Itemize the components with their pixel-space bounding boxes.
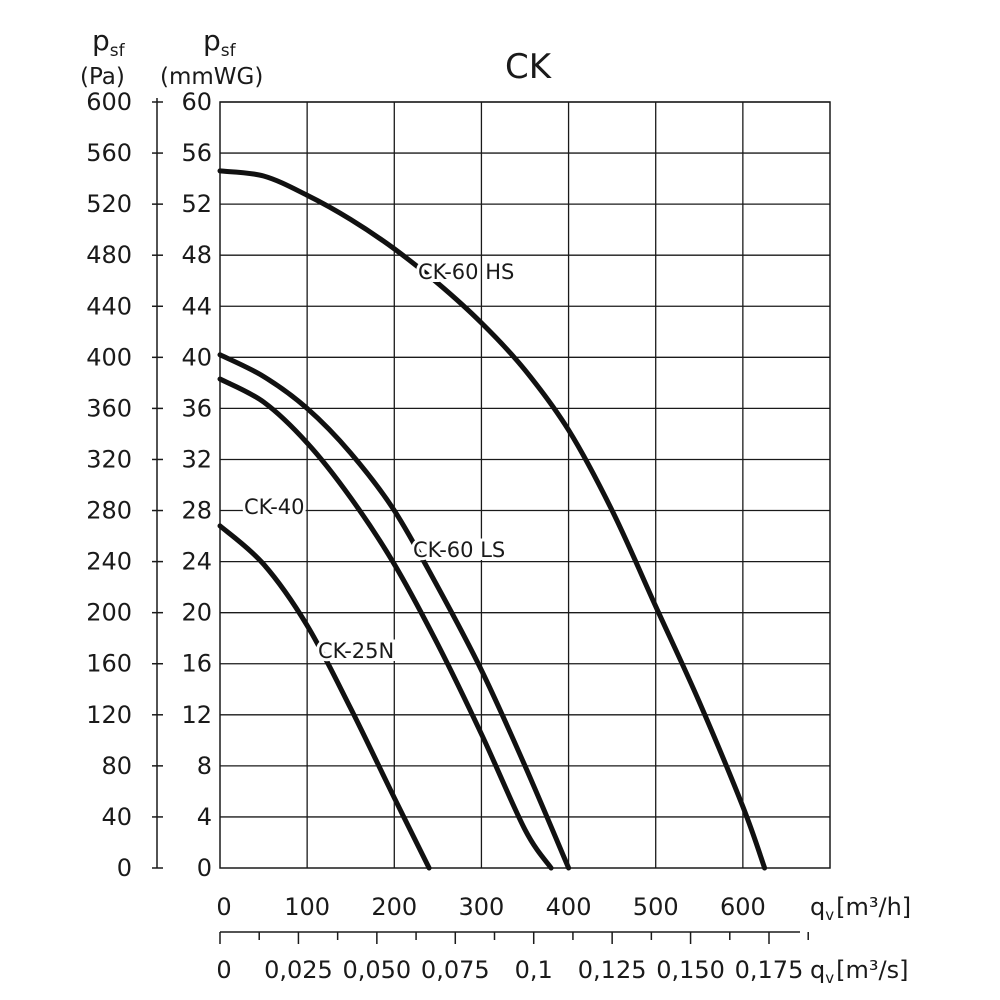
pa-tick-label: 560 [86, 139, 132, 167]
series-ck-60-ls-label: CK-60 LS [413, 538, 505, 562]
m3s-tick-label: 0,125 [578, 956, 647, 984]
m3s-tick-label: 0,075 [421, 956, 490, 984]
axis-titles: psf (Pa) psf (mmWG) CK qv[m³/h] qv[m³/s] [80, 24, 911, 987]
pa-tick-label: 360 [86, 394, 132, 422]
mmwg-tick-label: 28 [181, 497, 212, 525]
m3h-tick-label: 400 [546, 893, 592, 921]
m3s-tick-label: 0,150 [656, 956, 725, 984]
grid [152, 98, 831, 944]
mmwg-tick-label: 24 [181, 548, 212, 576]
series-ck-60-ls-line [217, 352, 572, 871]
pa-axis-unit: (Pa) [80, 64, 125, 90]
mmwg-tick-label: 4 [197, 803, 212, 831]
pa-tick-label: 520 [86, 190, 132, 218]
pa-tick-label: 240 [86, 548, 132, 576]
mmwg-tick-label: 0 [197, 854, 212, 882]
mmwg-tick-label: 56 [181, 139, 212, 167]
mmwg-tick-label: 52 [181, 190, 212, 218]
pa-tick-label: 320 [86, 445, 132, 473]
mmwg-tick-label: 44 [181, 292, 212, 320]
m3s-tick-label: 0,1 [515, 956, 553, 984]
mmwg-tick-label: 20 [181, 599, 212, 627]
series-ck-40-line [217, 376, 554, 871]
pa-tick-label: 40 [101, 803, 132, 831]
pa-tick-label: 80 [101, 752, 132, 780]
mmwg-tick-label: 16 [181, 650, 212, 678]
pa-tick-label: 480 [86, 241, 132, 269]
mmwg-tick-label: 60 [181, 88, 212, 116]
series-ck-40-label: CK-40 [244, 495, 305, 519]
pa-tick-label: 160 [86, 650, 132, 678]
pa-tick-label: 440 [86, 292, 132, 320]
mmwg-tick-label: 8 [197, 752, 212, 780]
mmwg-tick-label: 36 [181, 394, 212, 422]
pa-axis-symbol: psf [92, 24, 126, 61]
m3h-tick-label: 600 [720, 893, 766, 921]
pa-tick-label: 600 [86, 88, 132, 116]
series-ck-60-hs-line [217, 168, 768, 871]
m3h-tick-label: 300 [459, 893, 505, 921]
m3s-axis-title: qv[m³/s] [810, 956, 908, 987]
pa-tick-label: 120 [86, 701, 132, 729]
series-ck-25n-label: CK-25N [318, 639, 394, 663]
m3s-tick-label: 0,175 [735, 956, 804, 984]
m3h-tick-label: 200 [371, 893, 417, 921]
m3h-tick-label: 0 [216, 893, 231, 921]
pa-tick-label: 200 [86, 599, 132, 627]
series-ck-60-hs-label: CK-60 HS [418, 260, 514, 284]
mmwg-tick-label: 12 [181, 701, 212, 729]
series-curves: CK-60 HS CK-60 LS CK-40 CK-25N [217, 168, 768, 871]
m3h-axis-title: qv[m³/h] [810, 893, 911, 924]
m3s-tick-label: 0,025 [264, 956, 333, 984]
m3s-tick-label: 0,050 [342, 956, 411, 984]
m3s-tick-label: 0 [216, 956, 231, 984]
pa-tick-label: 280 [86, 497, 132, 525]
mmwg-tick-label: 40 [181, 343, 212, 371]
pa-tick-label: 0 [117, 854, 132, 882]
pa-tick-label: 400 [86, 343, 132, 371]
mmwg-axis-symbol: psf [203, 24, 237, 61]
mmwg-axis-unit: (mmWG) [160, 64, 263, 90]
chart-title: CK [505, 47, 553, 87]
series-ck-25n-line [217, 523, 432, 871]
mmwg-tick-label: 48 [181, 241, 212, 269]
mmwg-tick-label: 32 [181, 445, 212, 473]
m3h-tick-label: 100 [284, 893, 330, 921]
m3h-tick-label: 500 [633, 893, 679, 921]
tick-labels: 0408012016020024028032036040044048052056… [86, 88, 803, 984]
